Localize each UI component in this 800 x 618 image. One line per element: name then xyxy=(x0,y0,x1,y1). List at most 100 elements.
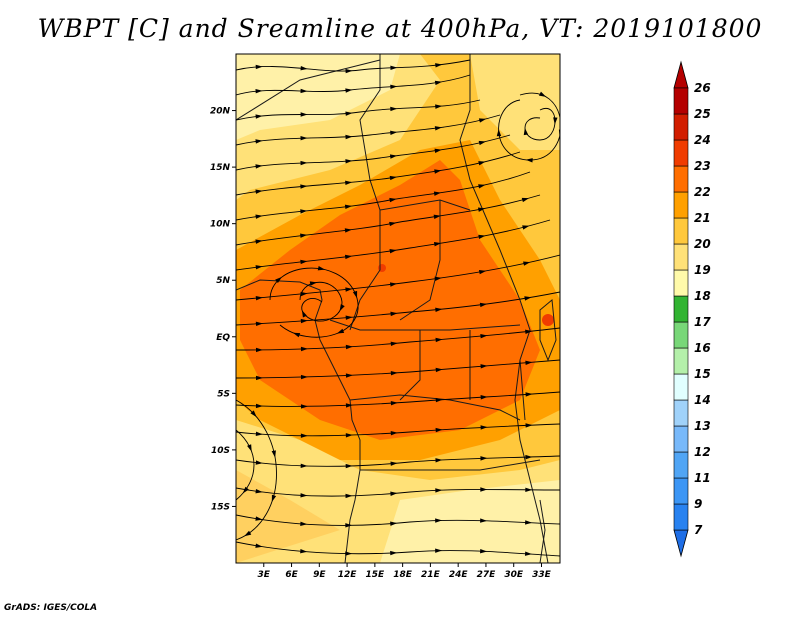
streamline-arrow-head xyxy=(255,460,263,465)
streamline-arrow-head xyxy=(435,427,443,433)
lon-tick-label: 33E xyxy=(532,570,552,580)
streamline xyxy=(236,254,560,301)
streamline-arrow-head xyxy=(255,375,263,381)
streamline-arrow-head xyxy=(345,493,353,499)
streamline-arrow-head xyxy=(390,371,398,376)
streamline-arrow-head xyxy=(345,551,353,556)
southern-boundary xyxy=(349,394,521,421)
map-area xyxy=(236,54,560,563)
colorbar-segment xyxy=(673,399,689,427)
streamline-arrow-head xyxy=(300,318,308,324)
map-title: WBPT [C] and Sreamline at 400hPa, VT: 20… xyxy=(37,14,763,43)
streamline-arrow-head xyxy=(390,106,398,112)
streamline-arrow-head xyxy=(435,397,443,403)
streamline-arrow-head xyxy=(242,486,249,494)
streamline-arrow-head xyxy=(345,403,353,408)
streamline-arrow-head xyxy=(255,431,263,437)
streamline-arrow-head xyxy=(345,433,353,438)
streamline-arrow-head xyxy=(480,395,488,400)
streamline-arrow-head xyxy=(275,276,282,284)
wbpt-19c-region-north xyxy=(236,54,400,140)
streamline-arrow-head xyxy=(390,401,398,406)
interior-boundary-b xyxy=(349,210,381,331)
streamline-arrow-head xyxy=(478,161,486,166)
far-south-boundary xyxy=(360,459,541,471)
colorbar-level-label: 16 xyxy=(694,341,711,355)
colorbar-level-label: 14 xyxy=(694,393,711,407)
lat-tick-label: 15N xyxy=(210,163,231,173)
streamline xyxy=(236,194,541,246)
streamline-arrow-head xyxy=(255,214,263,219)
streamline-arrow-head xyxy=(390,521,398,526)
streamline-arrow-head xyxy=(480,548,488,554)
streamline-arrow-head xyxy=(345,523,353,528)
streamline-arrow-head xyxy=(255,543,263,548)
streamline-arrow-head xyxy=(525,487,533,492)
colorbar-segment xyxy=(673,347,689,375)
streamline-arrow-head xyxy=(255,516,263,521)
streamline xyxy=(236,219,551,271)
streamline-arrow-head xyxy=(255,114,263,119)
colorbar-level-label: 13 xyxy=(694,419,711,433)
colorbar-segment xyxy=(673,243,689,271)
lake-malawi xyxy=(539,499,546,563)
streamline xyxy=(236,114,501,146)
streamline-vortex xyxy=(236,429,255,501)
streamline-arrow-head xyxy=(523,127,529,136)
streamline-arrow-head xyxy=(480,364,488,369)
colorbar-level-label: 22 xyxy=(694,185,711,199)
streamline xyxy=(236,59,471,72)
streamline-arrow-head xyxy=(255,239,263,244)
streamline xyxy=(236,391,560,407)
colorbar: 7 9 11 12 13 14 15 16 17 18 19 20 21 22 23 24 25 26 xyxy=(673,60,711,558)
lat-tick-label: 20N xyxy=(210,107,231,117)
wbpt-23c-core xyxy=(240,160,540,440)
country-boundaries xyxy=(236,54,557,563)
equatorial-boundary xyxy=(329,319,521,331)
streamline-arrow-head xyxy=(255,265,263,270)
streamline-arrow-head xyxy=(479,302,488,308)
colorbar-segment xyxy=(673,477,689,505)
streamline-arrow-head xyxy=(345,111,353,116)
lake-victoria xyxy=(539,299,557,362)
streamline-arrow-head xyxy=(390,84,398,89)
streamline-arrow-head xyxy=(300,184,308,189)
streamline-arrow-head xyxy=(292,332,301,338)
colorbar-segment xyxy=(673,113,689,141)
streamline-arrow-head xyxy=(525,423,533,428)
streamline-arrow-head xyxy=(525,392,533,397)
streamline xyxy=(236,455,560,467)
streamline-arrow-head xyxy=(345,315,353,320)
streamline-arrow-head xyxy=(389,197,397,203)
streamline-arrow-head xyxy=(435,104,443,109)
colorbar-segment xyxy=(673,191,689,219)
streamline-arrow-head xyxy=(525,360,533,365)
streamline-arrow-head xyxy=(435,307,443,312)
streamline-arrow-head xyxy=(525,329,533,335)
streamline-arrow-head xyxy=(344,254,353,260)
colorbar-segment xyxy=(673,425,689,453)
colorbar-level-label: 25 xyxy=(694,107,711,121)
streamline-arrow-head xyxy=(345,287,353,292)
streamline-arrow-head xyxy=(434,126,443,131)
streamline-arrow-head xyxy=(300,404,308,409)
streamline-arrow-head xyxy=(300,233,308,238)
streamline-arrow-head xyxy=(250,410,257,418)
streamline-arrow-head xyxy=(478,140,486,146)
colorbar-segment xyxy=(673,139,689,167)
streamline-arrow-head xyxy=(255,403,263,409)
streamline-arrow-head xyxy=(435,458,443,463)
lon-tick-label: 30E xyxy=(504,570,524,580)
streamline-arrow-head xyxy=(336,328,345,334)
streamline-arrow-head xyxy=(300,88,308,94)
streamline-arrow-head xyxy=(317,266,326,271)
wbpt-20c-region-northeast xyxy=(470,54,560,150)
streamline-arrow-head xyxy=(433,242,442,247)
streamline-arrow-head xyxy=(478,234,486,240)
streamline-arrow-head xyxy=(255,64,263,70)
streamline-arrow-head xyxy=(390,550,398,556)
streamline-arrow-head xyxy=(521,197,530,203)
interior-boundary-a xyxy=(399,200,441,321)
interior-boundary-c xyxy=(399,330,421,401)
streamline-arrow-head xyxy=(433,214,441,219)
